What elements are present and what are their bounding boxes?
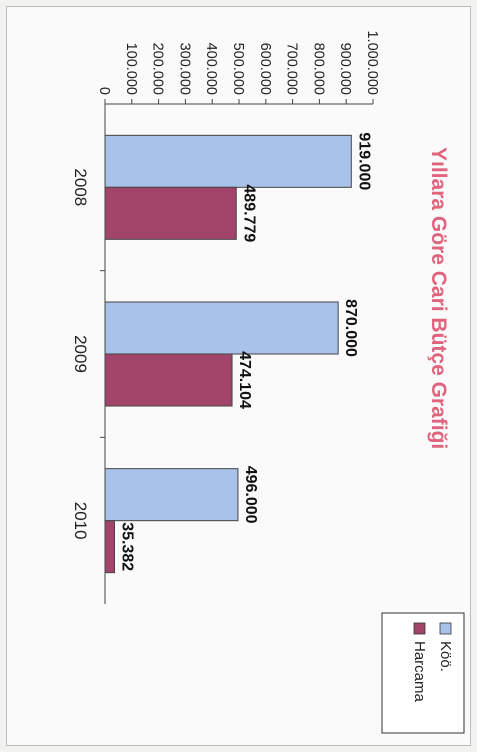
bar-harcama <box>104 353 233 407</box>
y-tick-label: 400.000 <box>203 43 219 95</box>
rotated-chart: Yıllara Göre Cari Bütçe Grafiği Köö. Harca… <box>71 30 465 734</box>
y-tick-label: 1.000.000 <box>364 30 380 95</box>
bar-harcama <box>104 520 115 574</box>
y-tick-label: 700.000 <box>284 43 300 95</box>
legend-swatch <box>413 622 426 635</box>
y-tick-label: 600.000 <box>257 43 273 95</box>
chart-frame: Yıllara Göre Cari Bütçe Grafiği Köö. Harca… <box>6 6 471 746</box>
y-tick-label: 0 <box>96 87 112 95</box>
legend-swatch <box>439 622 452 635</box>
x-category-label: 2008 <box>71 168 90 206</box>
data-label: 35.382 <box>118 522 135 571</box>
bar-chart: Yıllara Göre Cari Bütçe Grafiği Köö. Harca… <box>71 30 465 734</box>
legend-label: Köö. <box>437 641 454 672</box>
y-tick-label: 500.000 <box>230 43 246 95</box>
y-tick-label: 800.000 <box>310 43 326 95</box>
bar-koo <box>104 301 339 355</box>
x-category-label: 2010 <box>71 502 90 540</box>
bar-harcama <box>104 186 237 240</box>
y-tick-label: 900.000 <box>337 43 353 95</box>
data-label: 919.000 <box>355 132 372 190</box>
legend-box <box>381 612 465 734</box>
data-label: 870.000 <box>342 299 359 357</box>
x-category-label: 2009 <box>71 335 90 373</box>
y-tick-label: 300.000 <box>176 43 192 95</box>
bar-koo <box>104 134 352 188</box>
data-label: 474.104 <box>236 351 253 409</box>
chart-title: Yıllara Göre Cari Bütçe Grafiği <box>427 147 450 449</box>
y-tick-label: 100.000 <box>123 43 139 95</box>
data-label: 489.779 <box>240 184 257 242</box>
y-tick-label: 200.000 <box>150 43 166 95</box>
legend-label: Harcama <box>411 641 428 703</box>
bar-koo <box>104 468 239 522</box>
data-label: 496.000 <box>242 466 259 524</box>
